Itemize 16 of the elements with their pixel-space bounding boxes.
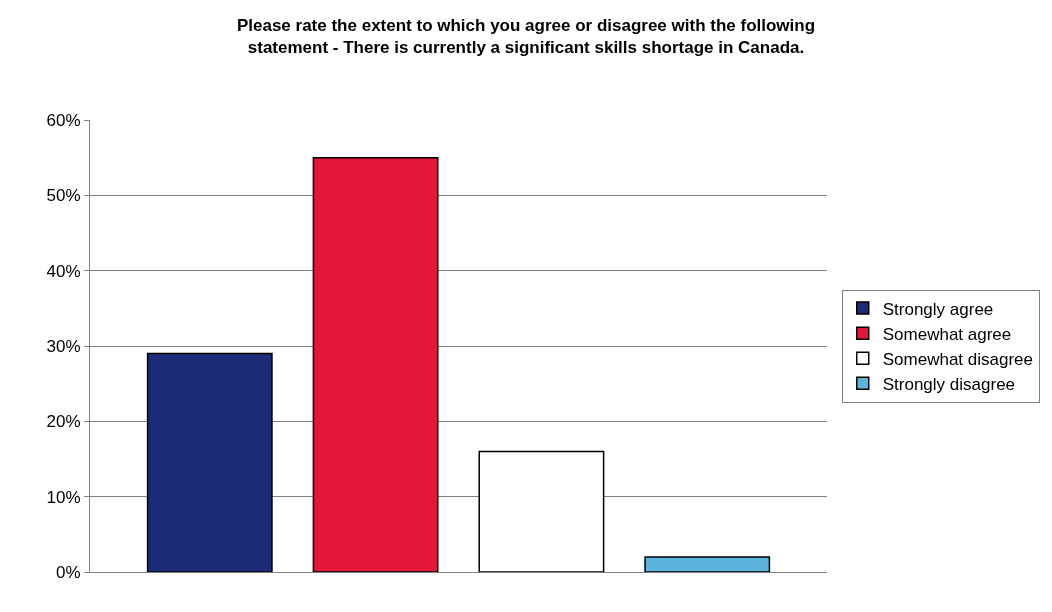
y-tick-label: 20% [46, 412, 81, 432]
y-tick-label: 10% [46, 487, 81, 507]
legend-label: Strongly disagree [882, 374, 1016, 394]
legend-label: Somewhat disagree [882, 349, 1034, 369]
legend-label: Strongly agree [882, 299, 994, 319]
y-tick-label: 0% [56, 562, 81, 582]
y-tick-label: 30% [46, 336, 81, 356]
bar [312, 156, 439, 572]
legend-label: Somewhat agree [882, 324, 1012, 344]
y-tick-label: 50% [46, 186, 81, 206]
y-tick-label: 40% [46, 261, 81, 281]
bar [644, 556, 771, 572]
bar [478, 450, 605, 572]
chart-title: Please rate the extent to which you agree or disagree with the following statement - There is currently a significant skills shortage in Canada. [236, 15, 816, 57]
y-tick-label: 60% [46, 110, 81, 130]
bar [146, 352, 273, 572]
